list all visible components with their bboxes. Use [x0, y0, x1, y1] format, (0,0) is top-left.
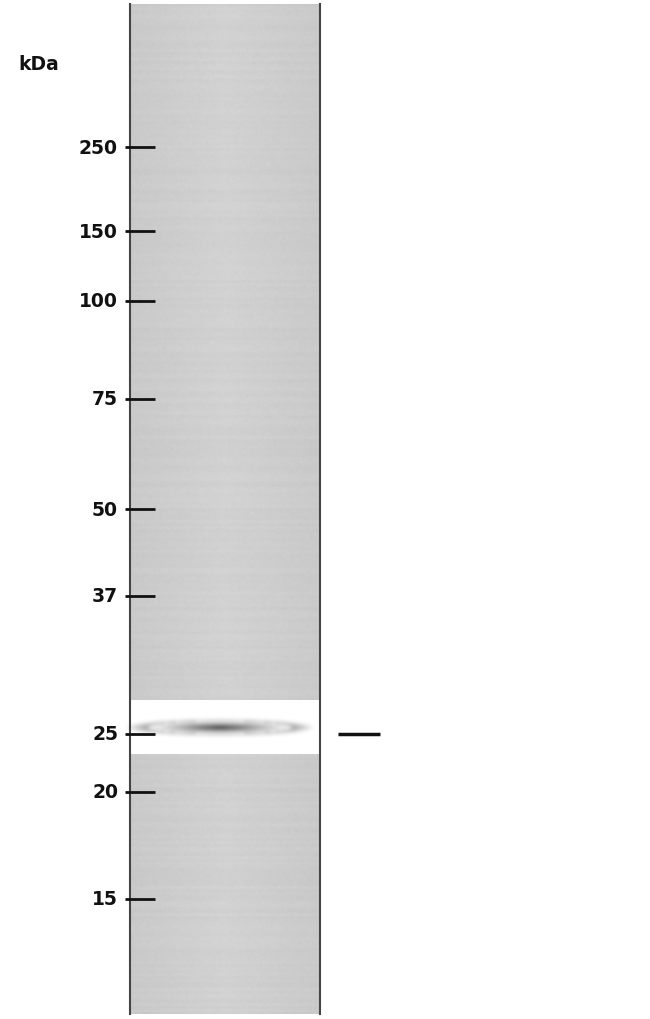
Text: 50: 50 [92, 500, 118, 519]
Text: 75: 75 [92, 390, 118, 409]
Text: 100: 100 [79, 292, 118, 311]
Text: 250: 250 [79, 139, 118, 157]
Text: 15: 15 [92, 890, 118, 909]
Text: 20: 20 [92, 783, 118, 802]
Text: 150: 150 [79, 222, 118, 242]
Text: kDa: kDa [18, 55, 58, 74]
Text: 25: 25 [92, 725, 118, 744]
Text: 37: 37 [92, 587, 118, 606]
